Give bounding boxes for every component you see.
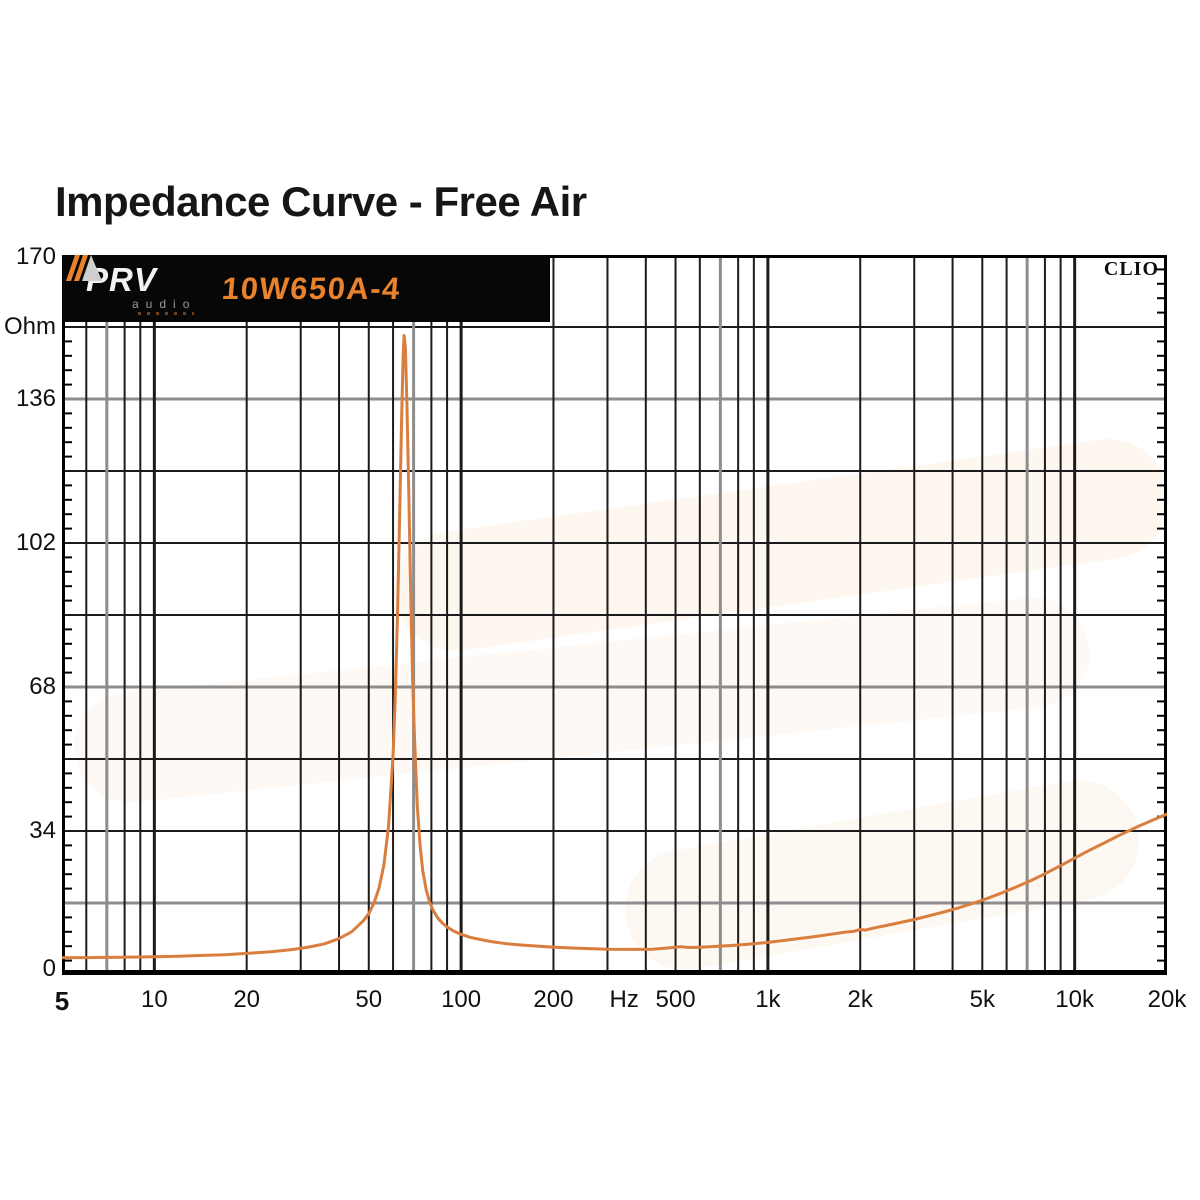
x-tick-label-10k: 10k	[1055, 986, 1094, 1013]
x-tick-label-10: 10	[140, 986, 168, 1013]
y-tick-label-68: 68	[29, 673, 56, 700]
clio-label: CLIO	[1103, 258, 1159, 280]
x-tick-label-200: 200	[533, 986, 574, 1013]
y-tick-label-136: 136	[15, 385, 56, 412]
y-tick-label-170: 170	[15, 243, 56, 270]
x-tick-label-50: 50	[355, 986, 383, 1013]
y-tick-label-Ohm: Ohm	[3, 313, 56, 340]
impedance-plot-svg	[62, 255, 1167, 975]
model-number: 10W650A-4	[220, 270, 403, 306]
plot-area: PRV audio 10W650A-4 CLIO	[62, 255, 1177, 980]
x-tick-label-20: 20	[233, 986, 261, 1013]
x-tick-label-1k: 1k	[755, 986, 781, 1013]
x-tick-label-2k: 2k	[847, 986, 873, 1013]
brand-banner: PRV audio 10W650A-4	[62, 255, 550, 322]
prv-audio-logo: PRV audio	[66, 255, 197, 315]
x-tick-label-500: 500	[655, 986, 696, 1013]
x-tick-label-20k: 20k	[1147, 986, 1187, 1013]
x-tick-label-5k: 5k	[969, 986, 995, 1013]
y-tick-label-34: 34	[29, 817, 56, 844]
x-tick-label-Hz: Hz	[609, 986, 639, 1013]
impedance-curve	[62, 334, 1167, 960]
y-tick-label-0: 0	[42, 955, 56, 982]
y-tick-label-102: 102	[15, 529, 56, 556]
x-tick-label-100: 100	[441, 986, 482, 1013]
logo-dots	[138, 311, 194, 315]
chart-title: Impedance Curve - Free Air	[55, 178, 587, 225]
prv-triangle-icon	[66, 255, 102, 281]
brand-sub-text: audio	[132, 296, 197, 311]
x-tick-label-5: 5	[54, 986, 70, 1016]
